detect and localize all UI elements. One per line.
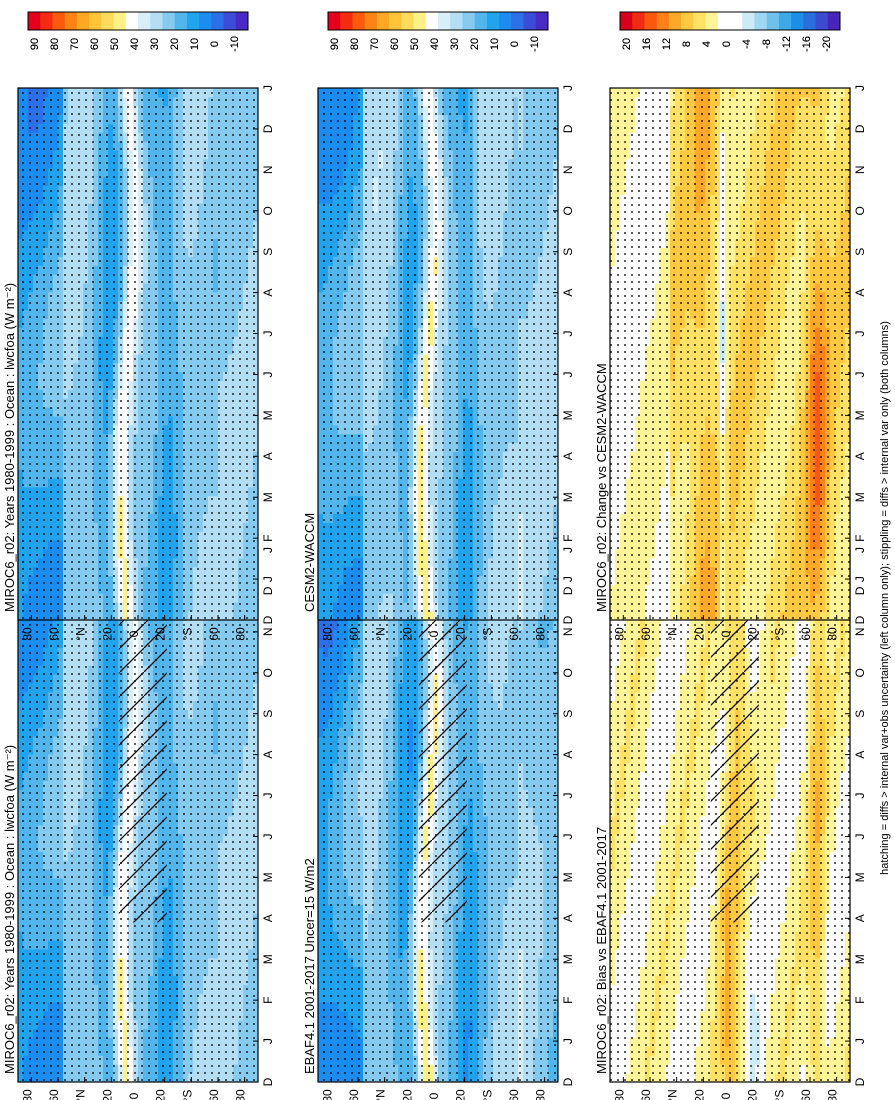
lat-tick-label: 0 <box>127 1092 141 1099</box>
month-tick-label: S <box>261 710 275 718</box>
month-tick-label: A <box>261 751 275 759</box>
panel-title: MIROC6_r02: Years 1980-1999 : Ocean : lw… <box>2 745 17 1074</box>
month-tick-label: O <box>261 668 275 677</box>
month-tick-label: N <box>261 627 275 636</box>
lat-tick-label: °N <box>74 1089 88 1100</box>
month-tick-label: A <box>261 914 275 922</box>
month-tick-label: F <box>261 997 275 1004</box>
month-tick-label: D <box>261 1077 275 1086</box>
lat-tick-label: 20 <box>100 1089 114 1100</box>
lat-tick-label: °S <box>180 1090 194 1100</box>
lat-tick-label: 80 <box>234 1089 248 1100</box>
month-tick-label: J <box>261 547 275 553</box>
month-tick-label: J <box>261 1038 275 1044</box>
month-tick-label: J <box>261 834 275 840</box>
month-tick-label: D <box>261 586 275 595</box>
lat-tick-label: 80 <box>20 1089 34 1100</box>
panel-1: 80 60 °N 20 0 20 °S 60 80 D J F M A M J J A S O N D J MIROC6_r0… <box>2 11 275 1100</box>
month-tick-label: J <box>261 793 275 799</box>
month-tick-label: M <box>261 872 275 882</box>
lat-tick-label: 20 <box>154 1089 168 1100</box>
month-tick-label: M <box>261 954 275 964</box>
lat-tick-label: 60 <box>207 1089 221 1100</box>
lat-tick-label: 60 <box>47 1089 61 1100</box>
